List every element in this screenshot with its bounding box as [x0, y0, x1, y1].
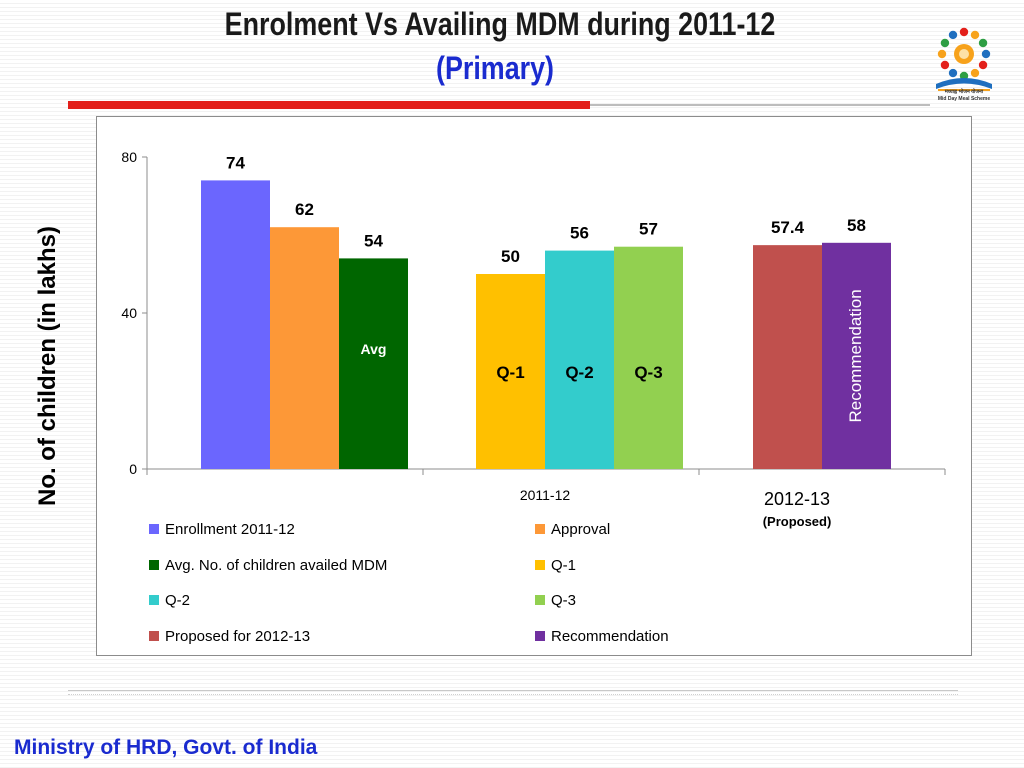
logo-caption-hindi: मध्याह्न भोजन योजना [944, 89, 984, 95]
data-label: 56 [570, 224, 589, 243]
legend-swatch [149, 524, 159, 534]
legend-label: Avg. No. of children availed MDM [165, 557, 387, 574]
y-tick-label: 0 [129, 461, 137, 477]
legend-swatch [535, 631, 545, 641]
data-label: 62 [295, 200, 314, 219]
bar-q-1 [476, 274, 545, 469]
legend-label: Approval [551, 521, 610, 538]
bar-chart: 0 40 80 74 62 54 Avg 50 Q-1 56 Q-2 57 Q-3 57.4 58 Recom… [121, 149, 946, 645]
title-rule-red [68, 101, 590, 109]
data-label: 57.4 [771, 218, 805, 237]
chart-area: 0 40 80 74 62 54 Avg 50 Q-1 56 Q-2 57 Q-3 57.4 58 Recom… [96, 116, 972, 656]
x-category-sublabel: (Proposed) [763, 514, 832, 529]
footer-rule [68, 690, 958, 691]
x-category-label: 2012-13 [764, 489, 830, 509]
title-rule-grey [590, 104, 930, 106]
data-label: 50 [501, 247, 520, 266]
bar-avg-no-of-children-availed-mdm [339, 258, 408, 469]
bar-q-2 [545, 250, 614, 469]
bar-enrollment-2011-12 [201, 180, 270, 469]
logo-caption-english: Mid Day Meal Scheme [937, 96, 991, 102]
bar-inner-label: Q-3 [634, 363, 662, 382]
y-tick-label: 40 [121, 305, 137, 321]
legend-swatch [535, 595, 545, 605]
bar-inner-label: Q-2 [565, 363, 593, 382]
legend-swatch [535, 524, 545, 534]
legend-label: Proposed for 2012-13 [165, 628, 310, 645]
legend-swatch [149, 595, 159, 605]
legend-label: Recommendation [551, 628, 669, 645]
footer-rule-dotted [68, 694, 958, 695]
slide-subtitle: (Primary) [435, 50, 555, 86]
data-label: 54 [364, 231, 383, 250]
footer-text: Ministry of HRD, Govt. of India [14, 736, 318, 759]
slide-title: Enrolment Vs Availing MDM during 2011-12 [224, 6, 776, 42]
y-tick-label: 80 [121, 149, 137, 165]
bar-inner-label: Q-1 [496, 363, 524, 382]
legend-swatch [149, 631, 159, 641]
legend-label: Q-2 [165, 592, 190, 609]
bar-approval [270, 227, 339, 469]
bar-inner-label: Avg [361, 341, 387, 357]
mdm-logo-icon [936, 27, 992, 91]
legend-swatch [149, 560, 159, 570]
x-category-label: 2011-12 [520, 487, 571, 503]
bar-inner-label: Recommendation [846, 289, 865, 422]
legend-label: Q-3 [551, 592, 576, 609]
legend-label: Enrollment 2011-12 [165, 521, 295, 538]
bar-q-3 [614, 246, 683, 469]
bar-recommendation [822, 242, 891, 469]
data-label: 74 [226, 153, 245, 172]
data-label: 58 [847, 216, 866, 235]
data-label: 57 [639, 220, 658, 239]
legend-swatch [535, 560, 545, 570]
legend-label: Q-1 [551, 557, 576, 574]
bar-proposed-for-2012-13 [753, 245, 822, 469]
y-axis-label: No. of children (in lakhs) [34, 225, 61, 507]
